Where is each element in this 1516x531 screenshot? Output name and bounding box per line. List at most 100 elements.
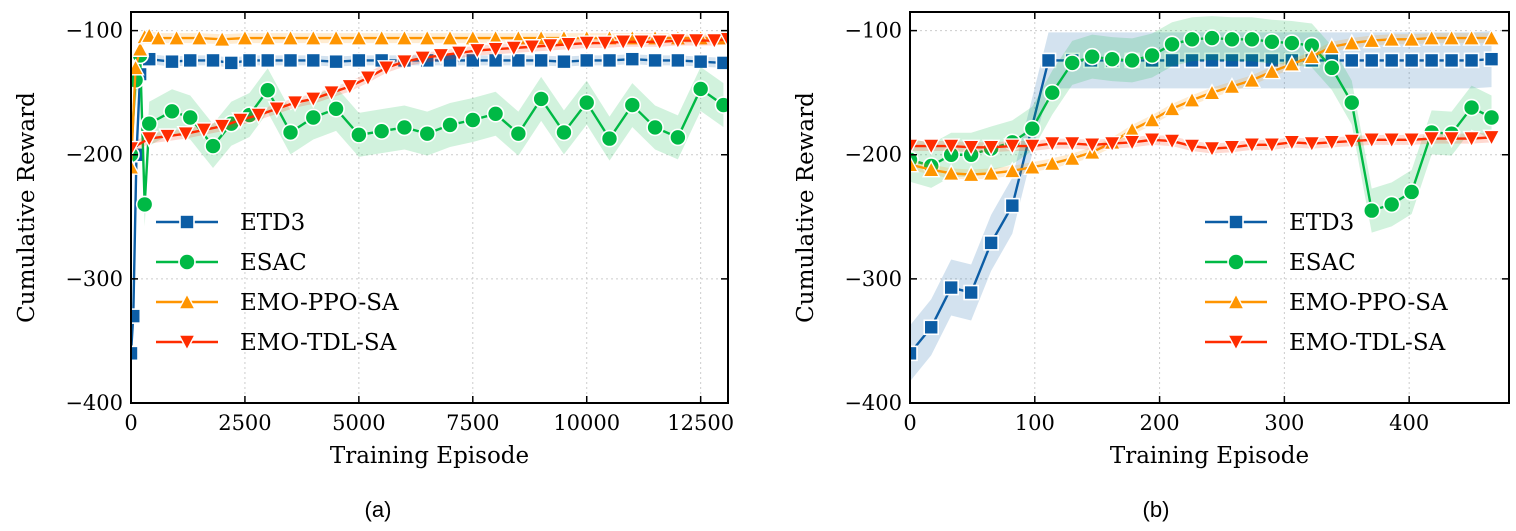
panel-a-emo-tdl-sa-point-31: [686, 32, 706, 51]
panel-a-esac-point-16: [395, 118, 414, 137]
panel-b-etd3-point-6: [1040, 52, 1057, 69]
panel-a-esac-point-4: [140, 114, 159, 133]
panel-b-emo-ppo-sa-point-24: [1382, 29, 1401, 48]
panel-a-emo-ppo-sa-point-2: [131, 39, 150, 57]
panel-b-etd3-point-25: [1423, 52, 1440, 69]
panel-a-emo-tdl-sa-point-23: [541, 37, 560, 56]
panel-b-emo-tdl-sa-point-21: [1322, 134, 1341, 152]
panel-b-etd3-point-22: [1363, 52, 1380, 69]
panel-a-etd3-point-23: [533, 52, 549, 69]
panel-b-emo-tdl-sa-point-20: [1302, 135, 1321, 154]
panel-a-esac-point-21: [509, 124, 528, 143]
panel-b-emo-tdl-sa-point-27: [1442, 130, 1461, 149]
panel-b-etd3-point-0: [910, 345, 918, 362]
panel-a-esac-point-27: [646, 118, 664, 137]
panel-a-legend-emo-ppo-sa-marker: [177, 292, 197, 310]
panel-a-emo-tdl-sa-point-25: [577, 35, 596, 53]
panel-a-emo-tdl-sa-point-4: [194, 122, 214, 140]
panel-b-emo-tdl-sa-point-28: [1462, 130, 1481, 149]
panel-a-emo-tdl-sa-point-17: [431, 47, 451, 65]
panel-b-emo-tdl-sa-point-5: [1003, 138, 1022, 156]
panel-a-legend-emo-tdl-sa-marker: [177, 334, 197, 352]
panel-a-etd3-point-28: [647, 52, 663, 69]
panel-a-emo-tdl-sa-point-7: [249, 107, 268, 125]
panel-a-esac-point-19: [463, 111, 482, 129]
panel-a-xtick-label-3: 7500: [446, 411, 499, 435]
panel-a-esac-point-23: [555, 123, 573, 142]
panel-b-legend-etd3-marker: [1228, 214, 1244, 230]
panel-a-emo-tdl-sa-point-0: [131, 140, 141, 159]
panel-b-xtick-label-1: 100: [1015, 411, 1055, 435]
panel-a-etd3-point-22: [510, 52, 527, 69]
panel-b-esac-point-13: [1163, 35, 1181, 54]
panel-a-emo-tdl-sa-point-24: [559, 36, 578, 54]
panel-a-emo-tdl-sa-point-13: [358, 70, 378, 88]
panel-a-emo-ppo-sa-point-6: [167, 28, 186, 46]
panel-a-etd3-point-29: [670, 52, 686, 69]
panel-b-emo-tdl-sa-point-0: [910, 138, 920, 156]
panel-a-emo-tdl-sa-point-10: [304, 91, 323, 109]
panel-a-esac-point-25: [600, 129, 619, 148]
panel-a-esac-point-11: [281, 123, 300, 142]
panel-b-emo-ppo-sa-point-13: [1162, 99, 1182, 117]
caption-a: (a): [365, 497, 392, 522]
panel-a-emo-ppo-sa-point-0: [131, 157, 141, 175]
panel-a-etd3-point-11: [259, 52, 276, 69]
panel-a-emo-ppo-sa-point-17: [418, 28, 437, 46]
panel-a-etd3-point-9: [223, 55, 240, 71]
panel-b-emo-ppo-sa-point-16: [1222, 76, 1242, 95]
panel-a-emo-tdl-sa-point-15: [395, 53, 414, 72]
panel-b-esac-point-19: [1283, 34, 1301, 52]
panel-a-emo-ppo-sa-point-8: [212, 29, 232, 48]
panel-b-legend-esac-label: ESAC: [1289, 250, 1356, 276]
panel-b-emo-ppo-sa-point-14: [1182, 90, 1202, 108]
panel-a-esac-point-22: [532, 90, 550, 108]
panel-b-etd3-point-5: [1004, 197, 1021, 214]
panel-a-grid: [130, 12, 728, 404]
panel-a-ytick-label-3: −100: [65, 19, 123, 43]
panel-b-ytick-label-3: −100: [844, 19, 902, 43]
panel-a-emo-tdl-sa-point-14: [377, 60, 396, 78]
panel-a-ytick-label-0: −400: [65, 391, 123, 415]
panel-b-etd3-point-24: [1403, 52, 1420, 69]
panel-b-emo-tdl-sa-point-4: [981, 139, 1001, 157]
panel-a-esac-point-10: [258, 81, 277, 99]
panel-b-emo-tdl-sa-point-19: [1282, 134, 1302, 152]
panel-b-esac-point-7: [1043, 83, 1062, 102]
panel-b-esac-point-15: [1203, 29, 1221, 47]
panel-b-etd3-point-3: [963, 284, 979, 301]
panel-b-etd3-point-28: [1483, 51, 1500, 67]
panel-a-ytick-label-2: −200: [65, 143, 123, 167]
panel-b-etd3-point-16: [1244, 52, 1260, 69]
panel-a-emo-ppo-sa-point-5: [149, 28, 168, 46]
panel-b-emo-ppo-sa-point-5: [1003, 161, 1022, 179]
panel-a-etd3-point-6: [164, 53, 180, 70]
panel-a-etd3-point-8: [205, 52, 221, 69]
panel-b-emo-ppo-sa-point-27: [1442, 28, 1461, 46]
panel-b-series: [910, 16, 1501, 382]
panel-a-emo-tdl-sa-point-11: [322, 84, 341, 103]
panel-b-emo-tdl-sa-point-1: [922, 138, 941, 156]
panel-b-emo-ppo-sa-series: [910, 28, 1501, 183]
panel-b-esac-point-24: [1382, 195, 1401, 214]
panel-b-esac-point-16: [1223, 30, 1241, 49]
panel-a-emo-ppo-sa-point-12: [304, 28, 323, 46]
panel-a-esac-point-30: [714, 96, 728, 114]
panel-a-xtick-label-5: 12500: [667, 411, 734, 435]
panel-b-legend-emo-ppo-sa-label: EMO-PPO-SA: [1289, 290, 1448, 316]
panel-a-emo-tdl-sa-point-29: [650, 34, 669, 52]
panel-a-emo-tdl-sa-point-30: [668, 32, 688, 51]
panel-b-esac-point-21: [1322, 59, 1341, 77]
panel-b-emo-tdl-sa-point-15: [1202, 140, 1222, 159]
panel-b-emo-tdl-sa-point-18: [1262, 137, 1282, 155]
panel-a-frame: [130, 11, 729, 404]
panel-b-ytick-label-1: −300: [844, 267, 902, 291]
panel-b-emo-tdl-sa-point-14: [1182, 138, 1202, 156]
panel-b-esac-point-25: [1402, 183, 1421, 201]
panel-a-emo-tdl-sa-line: [131, 38, 728, 150]
panel-a-esac-point-24: [577, 93, 596, 112]
panel-b-etd3-point-21: [1343, 52, 1360, 69]
panel-b-emo-ppo-sa-point-22: [1342, 33, 1361, 51]
panel-b-legend-emo-tdl-sa-label: EMO-TDL-SA: [1289, 330, 1446, 356]
